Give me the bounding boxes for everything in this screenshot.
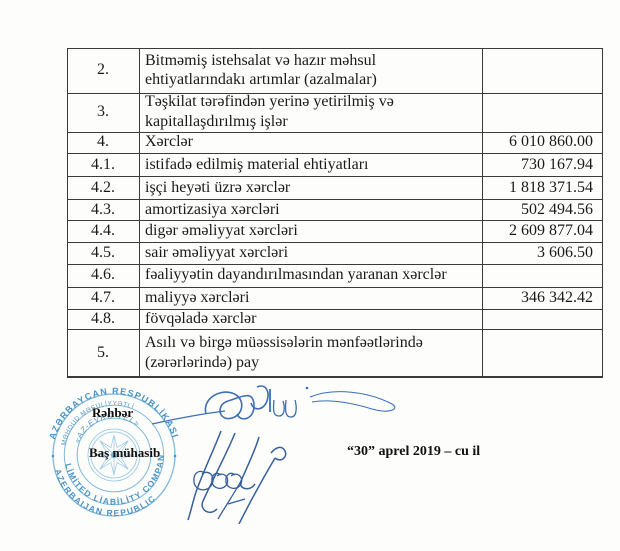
svg-text:LİMİTED LİABİLİTY COMPANY: LİMİTED LİABİLİTY COMPANY: [24, 365, 166, 507]
